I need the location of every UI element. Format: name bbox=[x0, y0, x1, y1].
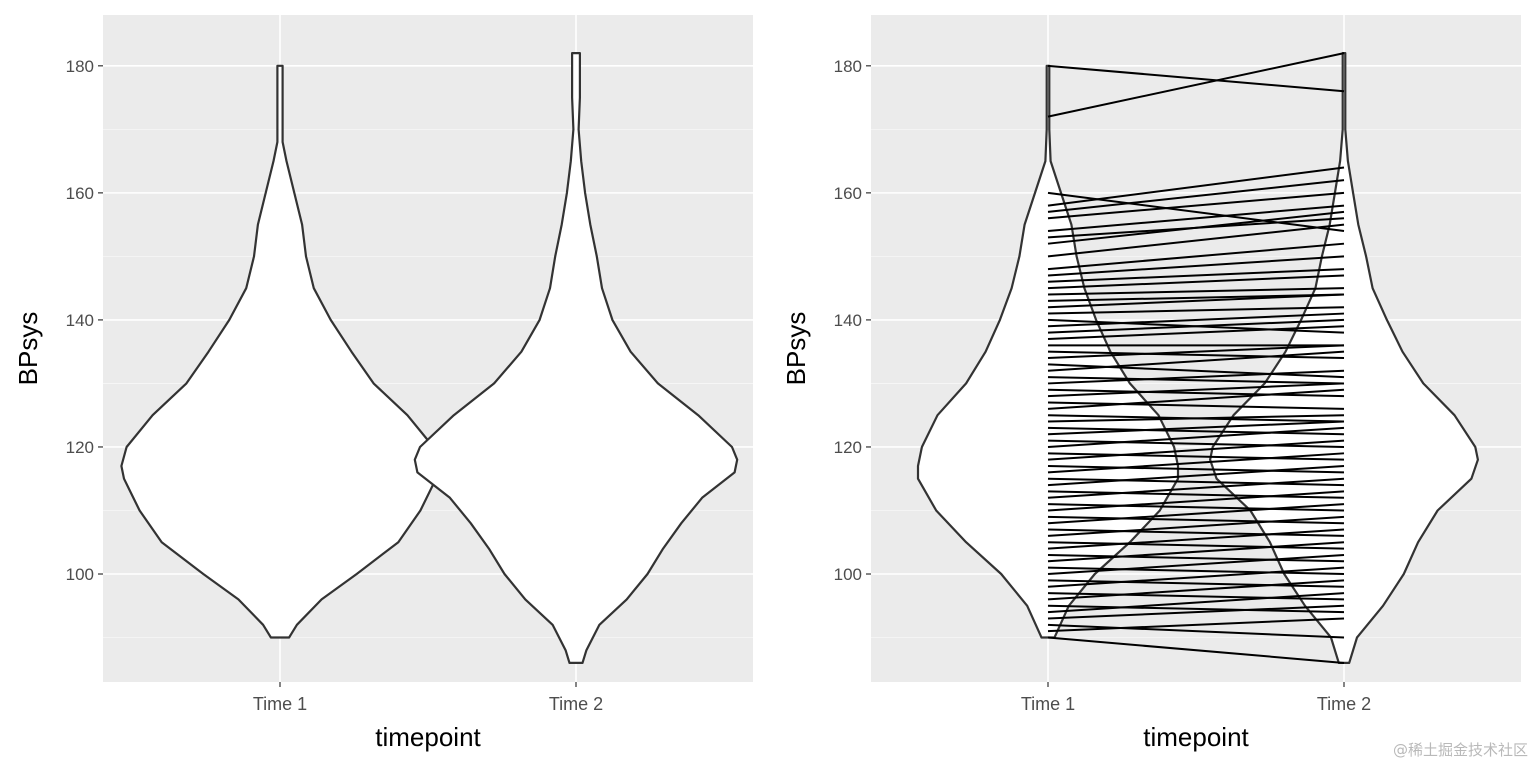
y-tick-label: 100 bbox=[834, 565, 862, 584]
plot-background bbox=[871, 15, 1521, 682]
paired-line bbox=[1047, 439, 1345, 448]
paired-line bbox=[1047, 528, 1345, 537]
paired-line bbox=[1047, 293, 1345, 309]
paired-line bbox=[1047, 166, 1345, 207]
paired-line bbox=[1047, 287, 1345, 296]
paired-line bbox=[1047, 376, 1345, 385]
paired-line bbox=[1047, 636, 1345, 664]
paired-line bbox=[1047, 617, 1345, 633]
paired-line bbox=[1047, 414, 1345, 423]
paired-line bbox=[1047, 623, 1345, 639]
paired-line bbox=[1047, 388, 1345, 398]
paired-line bbox=[1047, 363, 1345, 379]
x-axis-title: timepoint bbox=[375, 722, 481, 752]
paired-line bbox=[1047, 293, 1345, 302]
paired-line bbox=[1047, 592, 1345, 614]
paired-line bbox=[1047, 503, 1345, 525]
right-violin-paired-panel: 100 120 140 160 180 Time 1 Time 2 timepoint BPsy… bbox=[781, 15, 1521, 752]
paired-line bbox=[1047, 490, 1345, 499]
paired-line bbox=[1047, 465, 1345, 474]
x-axis-title: timepoint bbox=[1143, 722, 1249, 752]
paired-line bbox=[1047, 477, 1345, 487]
paired-line bbox=[1047, 420, 1345, 436]
y-tick-label: 120 bbox=[834, 438, 862, 457]
paired-line bbox=[1047, 179, 1345, 213]
y-tick-label: 120 bbox=[66, 438, 94, 457]
paired-line bbox=[1047, 210, 1345, 245]
paired-line bbox=[1047, 204, 1345, 232]
paired-line bbox=[1047, 465, 1345, 487]
paired-line bbox=[1047, 274, 1345, 290]
paired-line bbox=[1047, 312, 1345, 328]
paired-line bbox=[1047, 592, 1345, 601]
paired-line bbox=[1047, 553, 1345, 576]
y-tick-label: 100 bbox=[66, 565, 94, 584]
y-axis-title: BPsys bbox=[781, 312, 811, 386]
paired-line bbox=[1047, 242, 1345, 271]
y-tick-label: 160 bbox=[834, 184, 862, 203]
paired-line bbox=[1047, 426, 1345, 448]
y-tick-label: 140 bbox=[66, 311, 94, 330]
paired-line bbox=[1047, 541, 1345, 550]
paired-line bbox=[1047, 318, 1345, 334]
y-tick-label: 180 bbox=[834, 57, 862, 76]
paired-line bbox=[1047, 325, 1345, 340]
paired-line bbox=[1047, 477, 1345, 499]
paired-line bbox=[1047, 579, 1345, 601]
paired-line bbox=[1047, 64, 1345, 93]
y-tick-label: 180 bbox=[66, 57, 94, 76]
paired-line bbox=[1047, 255, 1345, 277]
paired-line bbox=[1047, 579, 1345, 588]
paired-line bbox=[1047, 503, 1345, 512]
paired-line bbox=[1047, 566, 1345, 588]
paired-line bbox=[1047, 490, 1345, 512]
paired-line bbox=[1047, 452, 1345, 461]
paired-line bbox=[1047, 604, 1345, 614]
paired-line bbox=[1047, 553, 1345, 563]
paired-line bbox=[1047, 344, 1345, 360]
plot-background bbox=[103, 15, 753, 682]
paired-line bbox=[1047, 52, 1345, 118]
paired-line bbox=[1047, 528, 1345, 550]
paired-line bbox=[1047, 223, 1345, 258]
x-tick-label: Time 1 bbox=[253, 694, 307, 714]
paired-line bbox=[1047, 350, 1345, 372]
paired-line bbox=[1047, 306, 1345, 315]
paired-line bbox=[1047, 191, 1345, 220]
paired-line bbox=[1047, 268, 1345, 283]
y-axis-title: BPsys bbox=[13, 312, 43, 386]
left-violin-panel: 100 120 140 160 180 Time 1 Time 2 timepoint BPsy… bbox=[13, 15, 753, 752]
y-tick-label: 140 bbox=[834, 311, 862, 330]
paired-line bbox=[1047, 382, 1345, 398]
paired-line bbox=[1047, 541, 1345, 563]
x-tick-label: Time 1 bbox=[1021, 694, 1075, 714]
y-tick-label: 160 bbox=[66, 184, 94, 203]
watermark: @稀土掘金技术社区 bbox=[1392, 741, 1528, 759]
paired-line bbox=[1047, 515, 1345, 537]
paired-line bbox=[1047, 350, 1345, 360]
paired-line bbox=[1047, 566, 1345, 576]
x-tick-label: Time 2 bbox=[1317, 694, 1371, 714]
paired-line bbox=[1047, 369, 1345, 385]
paired-line bbox=[1047, 515, 1345, 525]
paired-line bbox=[1047, 604, 1345, 620]
paired-line bbox=[1047, 388, 1345, 410]
paired-line bbox=[1047, 401, 1345, 410]
violin-2 bbox=[413, 51, 739, 665]
x-tick-label: Time 2 bbox=[549, 694, 603, 714]
paired-line bbox=[1047, 439, 1345, 461]
paired-line bbox=[1047, 426, 1345, 436]
paired-line bbox=[1047, 452, 1345, 474]
